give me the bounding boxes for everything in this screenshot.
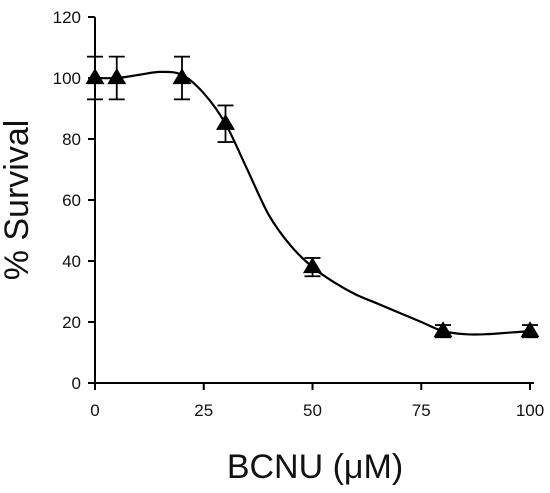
- x-tick-label: 50: [303, 401, 322, 420]
- data-point-triangle: [303, 257, 322, 274]
- x-axis-label: BCNU (μM): [227, 448, 403, 486]
- data-point-triangle: [216, 113, 235, 130]
- y-tick-label: 20: [62, 313, 81, 332]
- x-tick-label: 0: [90, 401, 99, 420]
- data-point-triangle: [520, 321, 540, 338]
- x-tick-label: 25: [194, 401, 213, 420]
- y-tick-label: 60: [62, 191, 81, 210]
- y-axis-ticks: 0 20 40 60 80 100 120: [53, 8, 95, 393]
- plot-area: [85, 55, 540, 339]
- data-point-triangle: [85, 68, 105, 85]
- y-tick-label: 100: [53, 69, 81, 88]
- y-tick-label: 0: [72, 374, 81, 393]
- data-point-triangle: [433, 321, 453, 338]
- fit-curve: [94, 70, 531, 336]
- y-tick-label: 120: [53, 8, 81, 27]
- data-point-triangle: [172, 68, 192, 85]
- x-tick-label: 75: [412, 401, 431, 420]
- x-tick-label: 100: [516, 401, 544, 420]
- x-axis-ticks: 0 25 50 75 100: [90, 383, 544, 420]
- y-tick-label: 40: [62, 252, 81, 271]
- y-tick-label: 80: [62, 130, 81, 149]
- y-axis-label: % Survival: [0, 120, 36, 281]
- data-point-triangle: [107, 68, 127, 85]
